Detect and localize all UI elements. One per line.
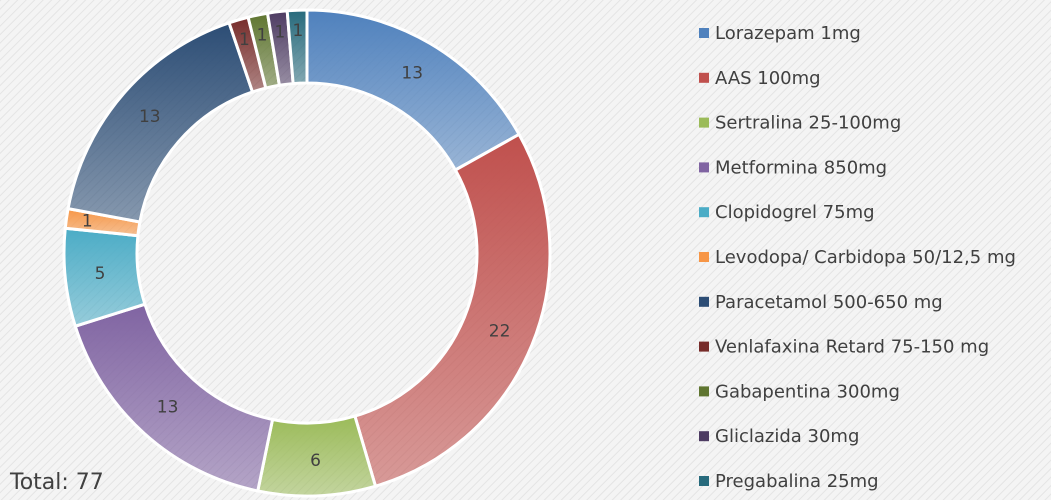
legend-swatch xyxy=(699,162,709,173)
data-label: 1 xyxy=(82,211,93,231)
legend-swatch xyxy=(699,386,709,397)
legend-swatch xyxy=(699,341,709,352)
data-label: 13 xyxy=(401,64,423,84)
legend-swatch xyxy=(699,28,709,38)
slice xyxy=(353,132,552,489)
legend-label: Clopidogrel 75mg xyxy=(715,202,875,223)
legend: Lorazepam 1mg AAS 100mg Sertralina 25-100m… xyxy=(699,23,1016,492)
legend-label: Levodopa/ Carbidopa 50/12,5 mg xyxy=(715,247,1016,268)
legend-swatch xyxy=(699,252,709,262)
total-label: Total: 77 xyxy=(9,470,104,495)
legend-swatch xyxy=(699,476,709,486)
data-label: 1 xyxy=(293,21,304,41)
data-label: 1 xyxy=(239,30,250,50)
legend-label: Pregabalina 25mg xyxy=(715,471,879,492)
legend-swatch xyxy=(699,72,709,83)
legend-label: Venlafaxina Retard 75-150 mg xyxy=(715,337,989,358)
legend-label: Metformina 850mg xyxy=(715,157,887,178)
legend-swatch xyxy=(699,207,709,218)
legend-swatch xyxy=(699,117,709,128)
legend-label: Gliclazida 30mg xyxy=(715,426,859,447)
data-label: 13 xyxy=(139,107,161,127)
legend-label: AAS 100mg xyxy=(715,68,821,89)
legend-label: Lorazepam 1mg xyxy=(715,23,861,44)
data-label: 1 xyxy=(257,26,268,46)
data-label: 22 xyxy=(489,322,511,342)
data-label: 5 xyxy=(95,264,106,284)
legend-swatch xyxy=(699,431,709,442)
legend-label: Paracetamol 500-650 mg xyxy=(715,292,943,313)
data-label: 1 xyxy=(274,23,285,43)
legend-label: Gabapentina 300mg xyxy=(715,381,900,402)
data-label: 6 xyxy=(310,451,321,471)
slice xyxy=(285,8,309,86)
data-label: 13 xyxy=(157,397,179,417)
legend-swatch xyxy=(699,296,709,307)
legend-label: Sertralina 25-100mg xyxy=(715,113,901,134)
donut xyxy=(62,8,552,498)
